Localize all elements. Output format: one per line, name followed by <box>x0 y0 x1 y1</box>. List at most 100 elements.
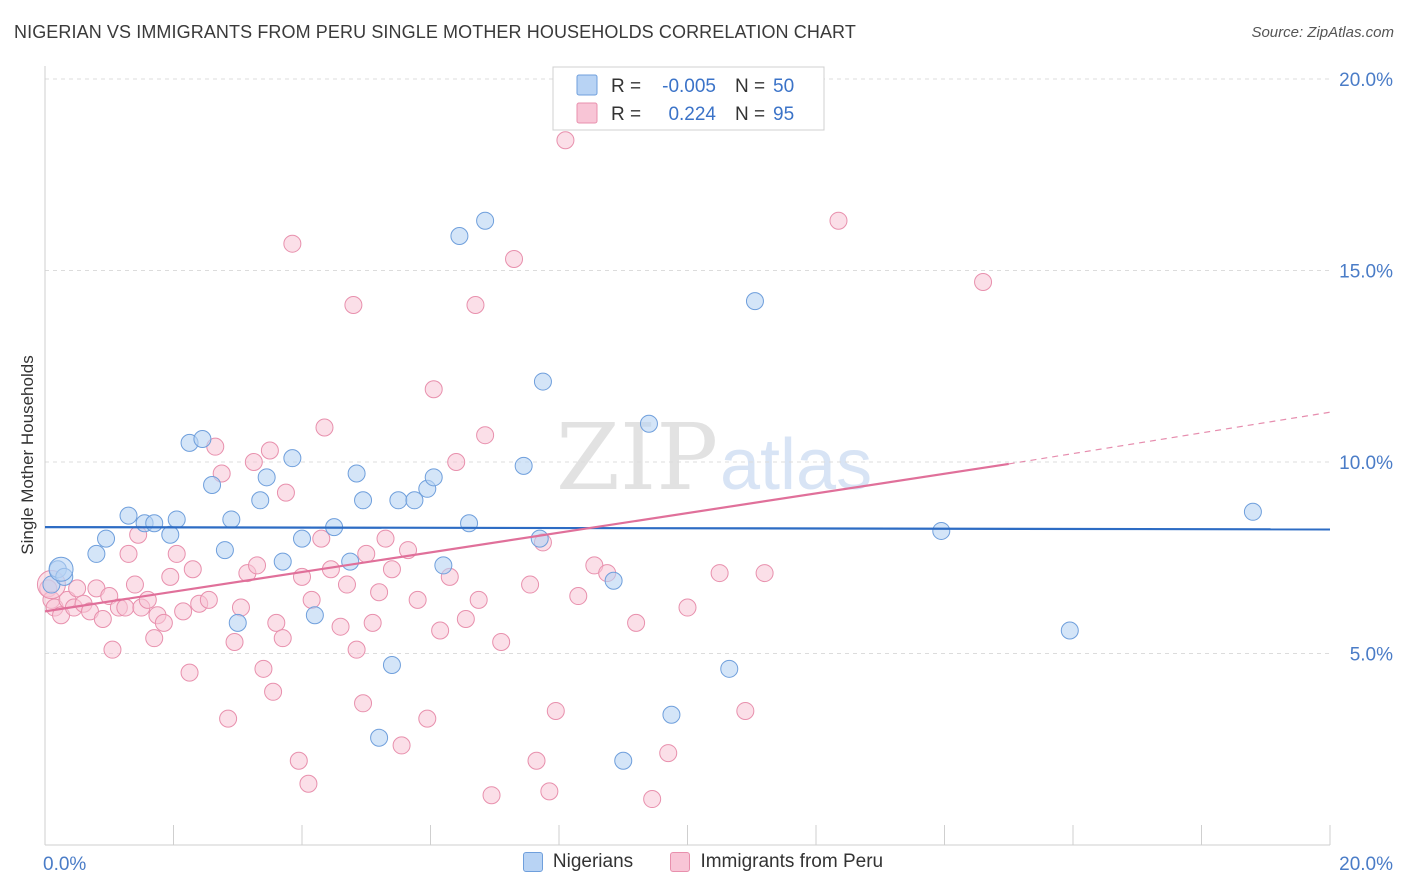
peru-point <box>569 587 588 606</box>
peru-point <box>225 633 244 652</box>
peru-point <box>103 640 122 659</box>
nigerian-point <box>97 529 116 548</box>
peru-point <box>540 782 559 801</box>
nigerian-point <box>460 514 479 533</box>
watermark-atlas: atlas <box>720 425 872 505</box>
peru-point <box>276 483 295 502</box>
nigerian-point <box>514 456 533 475</box>
legend-label-peru: Immigrants from Peru <box>700 851 884 872</box>
nigerian-point <box>251 491 270 510</box>
nigerian-point <box>145 514 164 533</box>
legend-item-peru: Immigrants from Peru <box>670 851 883 873</box>
nigerian-point <box>614 751 633 770</box>
x-tick-label-1: 20.0% <box>1339 854 1393 875</box>
peru-point <box>447 453 466 471</box>
peru-point <box>370 583 389 602</box>
peru-point <box>431 621 450 640</box>
peru-point <box>174 602 193 621</box>
nigerian-point <box>434 556 453 575</box>
peru-point <box>678 598 697 617</box>
peru-point <box>376 529 395 548</box>
peru-point <box>331 617 350 636</box>
legend-n-label-peru: N = <box>735 104 765 125</box>
peru-point <box>289 751 308 770</box>
bottom-legend: Nigerians Immigrants from Peru <box>0 851 1406 878</box>
nigerian-point <box>476 211 495 230</box>
y-tick-label-1: 10.0% <box>1339 453 1393 474</box>
peru-point <box>469 590 488 609</box>
legend-label-nigerians: Nigerians <box>552 851 634 872</box>
peru-trend-line <box>44 462 1009 613</box>
peru-point <box>344 295 363 314</box>
nigerian-point <box>530 529 549 548</box>
peru-point <box>476 426 495 445</box>
peru-point <box>354 694 373 713</box>
peru-point <box>974 272 993 291</box>
nigerian-point <box>604 571 623 590</box>
peru-point <box>93 610 112 629</box>
nigerian-point <box>228 613 247 632</box>
peru-point <box>392 736 411 755</box>
peru-point <box>347 640 366 659</box>
nigerian-point-cluster <box>48 556 74 582</box>
legend-r-label-nigerians: R = <box>611 76 641 97</box>
nigerian-point <box>305 606 324 625</box>
legend-n-value-peru: 95 <box>773 104 794 125</box>
legend-item-nigerians: Nigerians <box>522 851 634 873</box>
peru-point <box>312 529 331 548</box>
peru-point <box>492 633 511 652</box>
legend-swatch-nigerians-bottom <box>522 852 543 872</box>
legend-swatch-peru <box>576 102 598 124</box>
legend-n-label-nigerians: N = <box>735 76 765 97</box>
peru-point <box>267 613 286 632</box>
peru-point <box>180 663 199 682</box>
peru-point <box>283 234 302 253</box>
peru-point <box>302 590 321 609</box>
peru-point <box>418 709 437 728</box>
nigerian-point <box>720 659 739 678</box>
peru-point <box>546 701 565 720</box>
legend-n-value-nigerians: 50 <box>773 76 794 97</box>
chart-title: NIGERIAN VS IMMIGRANTS FROM PERU SINGLE … <box>14 22 856 42</box>
peru-point <box>299 774 318 793</box>
y-tick-label-0: 5.0% <box>1350 645 1393 666</box>
peru-point <box>627 613 646 632</box>
nigerian-point <box>257 468 276 487</box>
peru-point <box>183 560 202 579</box>
watermark-zip: ZIP <box>556 404 718 511</box>
nigerian-point <box>405 491 424 510</box>
peru-point <box>527 751 546 770</box>
peru-point <box>755 564 774 583</box>
peru-point <box>505 250 524 269</box>
peru-point <box>482 786 501 805</box>
peru-point <box>260 441 279 460</box>
nigerian-point <box>1060 621 1079 640</box>
legend-r-label-peru: R = <box>611 104 641 125</box>
peru-point <box>145 629 164 648</box>
stats-legend: R = -0.005 N = 50 R = 0.224 N = 95 <box>552 66 825 131</box>
peru-point <box>125 575 144 594</box>
peru-trend-extension <box>1008 411 1331 465</box>
peru-point <box>68 579 87 598</box>
nigerian-point <box>293 529 311 548</box>
nigerian-point <box>354 491 373 510</box>
nigerian-point <box>203 475 222 494</box>
nigerian-point <box>932 521 951 540</box>
nigerian-point <box>283 449 302 468</box>
nigerian-point <box>193 430 212 449</box>
peru-point <box>199 590 218 609</box>
nigerian-point <box>222 510 241 529</box>
axes <box>44 66 1331 846</box>
peru-point <box>363 613 382 632</box>
peru-point <box>254 659 273 678</box>
nigerian-point <box>639 414 658 433</box>
peru-point <box>315 418 334 437</box>
peru-point <box>829 211 848 230</box>
source-label: Source: ZipAtlas.com <box>1251 24 1394 41</box>
peru-point <box>167 544 186 563</box>
nigerian-point <box>347 464 366 483</box>
nigerian-point <box>533 372 552 391</box>
peru-point <box>408 590 427 609</box>
peru-point <box>273 629 292 648</box>
peru-point <box>456 610 475 629</box>
